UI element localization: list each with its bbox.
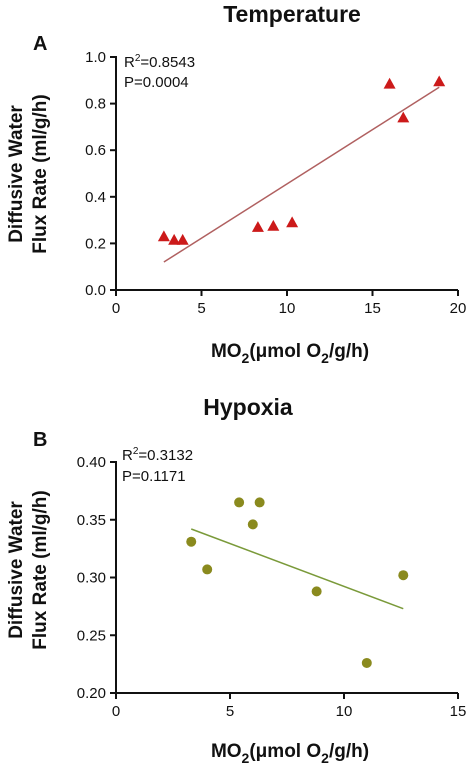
panel-b-xlabel-mid: (μmol O (249, 741, 321, 762)
panel-a-label: A (33, 33, 47, 55)
panel-b-y-tick-label: 0.35 (77, 512, 106, 529)
panel-a-data-point (157, 230, 170, 242)
panel-a-pvalue: P=0.0004 (124, 74, 189, 91)
panel-a-r2-prefix: R (124, 54, 135, 71)
panel-b-data-point (398, 570, 409, 581)
panel-a-y-tick-label: 0.0 (85, 282, 106, 299)
panel-b-label: B (33, 429, 47, 451)
panel-b-xlabel-post: /g/h) (329, 741, 369, 762)
panel-a-data-point (286, 216, 299, 228)
panel-a-xlabel-sub2: 2 (321, 350, 329, 366)
panel-b-data-point (202, 564, 213, 575)
panel-b-r2-sup: 2 (133, 446, 139, 457)
panel-a-y-axis-label: Diffusive Water Flux Rate (ml/g/h) (6, 94, 51, 253)
panel-b-data-point (234, 497, 245, 508)
panel-a-x-tick-label: 5 (197, 300, 205, 317)
panel-a-y-tick-label: 0.2 (85, 235, 106, 252)
panel-a-r2-sup: 2 (135, 53, 141, 64)
panel-a-data-point (251, 221, 264, 232)
panel-b-y-tick-label: 0.40 (77, 454, 106, 471)
panel-b-y-axis-label: Diffusive Water Flux Rate (ml/g/h) (6, 490, 51, 649)
panel-a-r2-value: =0.8543 (140, 54, 195, 71)
panel-b-x-tick-label: 15 (450, 703, 467, 720)
panel-b-xlabel-pre: MO (211, 741, 242, 762)
panel-a-plot: 0.0 0.2 0.4 0.6 0.8 1.0 0 5 10 15 20 (85, 49, 466, 317)
panel-b-data-point (247, 519, 258, 530)
panel-a-title: Temperature (223, 1, 361, 27)
panel-b-data-point (361, 657, 372, 668)
panel-b-y-tick-label: 0.25 (77, 627, 106, 644)
panel-a-x-tick-label: 15 (364, 300, 381, 317)
panel-a-ylabel-line2: Flux Rate (ml/g/h) (30, 94, 51, 253)
panel-b-data-point (254, 497, 265, 508)
panel-a-data-point (397, 111, 410, 123)
panel-a-xlabel-mid: (μmol O (249, 341, 321, 362)
panel-b-xlabel-sub2: 2 (321, 750, 329, 766)
panel-a-x-tick-label: 10 (279, 300, 296, 317)
panel-b-x-tick-label: 0 (112, 703, 120, 720)
panel-a-data-point (168, 233, 181, 245)
panel-a-r2: R2=0.8543 (124, 53, 195, 71)
panel-a-x-tick-label: 20 (450, 300, 467, 317)
panel-a-xlabel-sub1: 2 (242, 350, 250, 366)
panel-b-r2-prefix: R (122, 447, 133, 464)
panel-a-xlabel-post: /g/h) (329, 341, 369, 362)
panel-b-y-tick-label: 0.30 (77, 570, 106, 587)
panel-a-xlabel-pre: MO (211, 341, 242, 362)
panel-b-xlabel: MO2(μmol O2/g/h) (211, 741, 369, 766)
panel-b-x-tick-label: 10 (336, 703, 353, 720)
panel-b-ylabel-line1: Diffusive Water (6, 501, 27, 639)
panel-a-ylabel-line1: Diffusive Water (6, 105, 27, 243)
panel-a-data-point (433, 75, 446, 87)
panel-a-regression-line (163, 86, 440, 263)
panel-b-r2: R2=0.3132 (122, 446, 193, 464)
panel-a-y-tick-label: 0.6 (85, 142, 106, 159)
panel-b-data-point (311, 586, 322, 597)
panel-a-data-point (267, 219, 280, 231)
panel-b-xlabel-sub1: 2 (242, 750, 250, 766)
panel-b-plot: 0.20 0.25 0.30 0.35 0.40 0 5 10 15 (77, 454, 467, 720)
panel-b-x-tick-label: 5 (226, 703, 234, 720)
panel-a-y-tick-label: 1.0 (85, 49, 106, 66)
panel-a-y-tick-label: 0.8 (85, 96, 106, 113)
panel-a-x-tick-label: 0 (112, 300, 120, 317)
panel-a-data-point (383, 77, 396, 89)
panel-a-xlabel: MO2(μmol O2/g/h) (211, 341, 369, 366)
panel-b-y-tick-label: 0.20 (77, 685, 106, 702)
panel-b-title: Hypoxia (203, 394, 293, 420)
panel-b-regression-line (190, 528, 404, 610)
panel-b-pvalue: P=0.1171 (122, 468, 186, 485)
panel-b-ylabel-line2: Flux Rate (ml/g/h) (30, 490, 51, 649)
panel-a-y-tick-label: 0.4 (85, 189, 106, 206)
panel-b-r2-value: =0.3132 (138, 447, 193, 464)
panel-a-data-point (176, 233, 189, 245)
panel-b-data-point (186, 536, 197, 547)
